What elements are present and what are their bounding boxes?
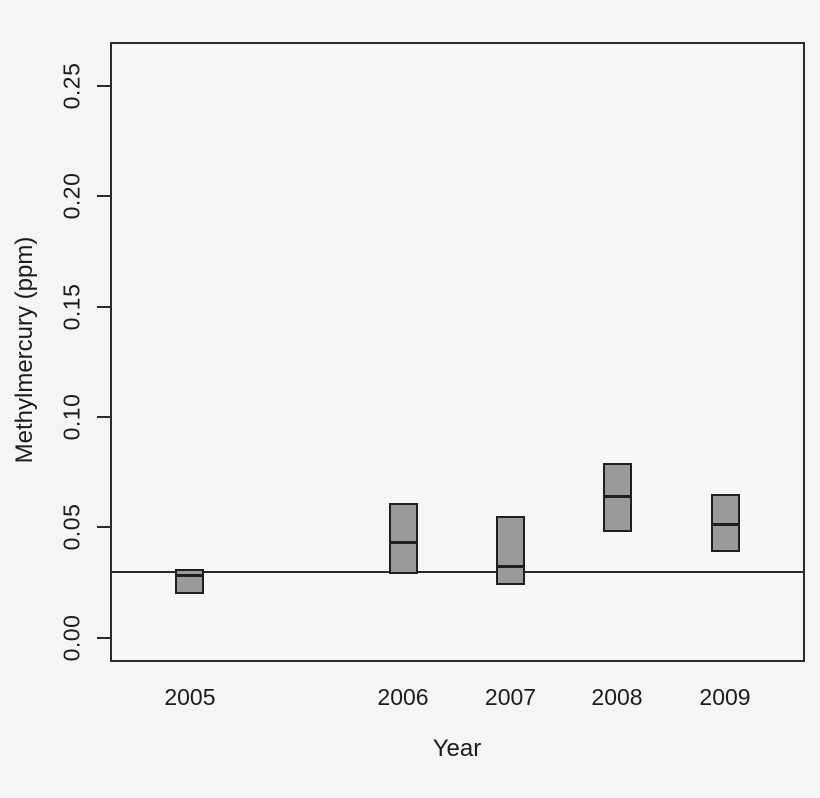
y-tick-mark <box>97 416 110 419</box>
x-tick-label: 2006 <box>377 684 429 710</box>
y-tick-label: 0.25 <box>58 62 85 110</box>
y-tick-label: 0.15 <box>58 283 85 331</box>
y-tick-mark <box>97 305 110 308</box>
y-tick-mark <box>97 636 110 639</box>
boxplot-box-2006 <box>388 503 418 574</box>
median-line <box>712 523 738 527</box>
boxplot-box-2008 <box>602 463 632 532</box>
y-tick-mark <box>97 195 110 198</box>
plot-area <box>110 42 805 662</box>
boxplot-box-2009 <box>710 494 740 552</box>
median-line <box>604 494 630 498</box>
median-line <box>177 573 203 577</box>
y-tick-label: 0.05 <box>58 504 85 551</box>
median-line <box>498 565 524 569</box>
x-tick-label: 2008 <box>591 684 643 710</box>
x-tick-label: 2007 <box>484 684 537 710</box>
y-tick-label: 0.20 <box>58 173 85 220</box>
x-axis-title: Year <box>432 735 482 762</box>
y-axis-title: Methylmercury (ppm) <box>11 236 38 464</box>
x-tick-label: 2009 <box>699 684 751 710</box>
y-tick-label: 0.00 <box>58 614 85 662</box>
y-tick-mark <box>97 526 110 529</box>
y-tick-mark <box>97 85 110 88</box>
reference-line <box>110 570 805 573</box>
x-tick-label: 2005 <box>164 684 216 710</box>
median-line <box>390 540 416 544</box>
boxplot-box-2007 <box>496 516 526 585</box>
boxplot-box-2005 <box>175 569 205 594</box>
y-tick-label: 0.10 <box>58 393 85 441</box>
